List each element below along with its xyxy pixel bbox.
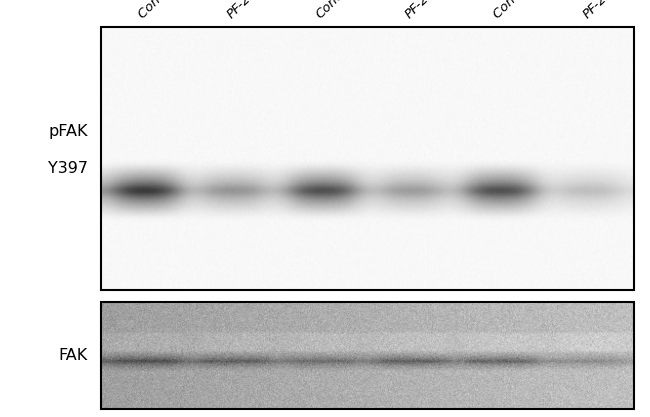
Text: Y397: Y397 bbox=[47, 161, 88, 176]
Bar bbox=[101, 27, 634, 290]
Text: PF-228: PF-228 bbox=[402, 0, 443, 21]
Text: FAK: FAK bbox=[58, 348, 88, 363]
Bar bbox=[101, 302, 634, 409]
Text: Control 1: Control 1 bbox=[136, 0, 188, 21]
Text: Control2: Control2 bbox=[314, 0, 363, 21]
Text: PF-228: PF-228 bbox=[225, 0, 266, 21]
Text: pFAK: pFAK bbox=[48, 124, 88, 139]
Text: Control 3: Control 3 bbox=[491, 0, 543, 21]
Text: PF-228: PF-228 bbox=[580, 0, 621, 21]
